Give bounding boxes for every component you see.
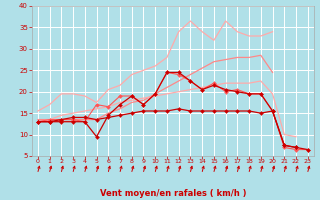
Text: Vent moyen/en rafales ( km/h ): Vent moyen/en rafales ( km/h ) — [100, 189, 246, 198]
